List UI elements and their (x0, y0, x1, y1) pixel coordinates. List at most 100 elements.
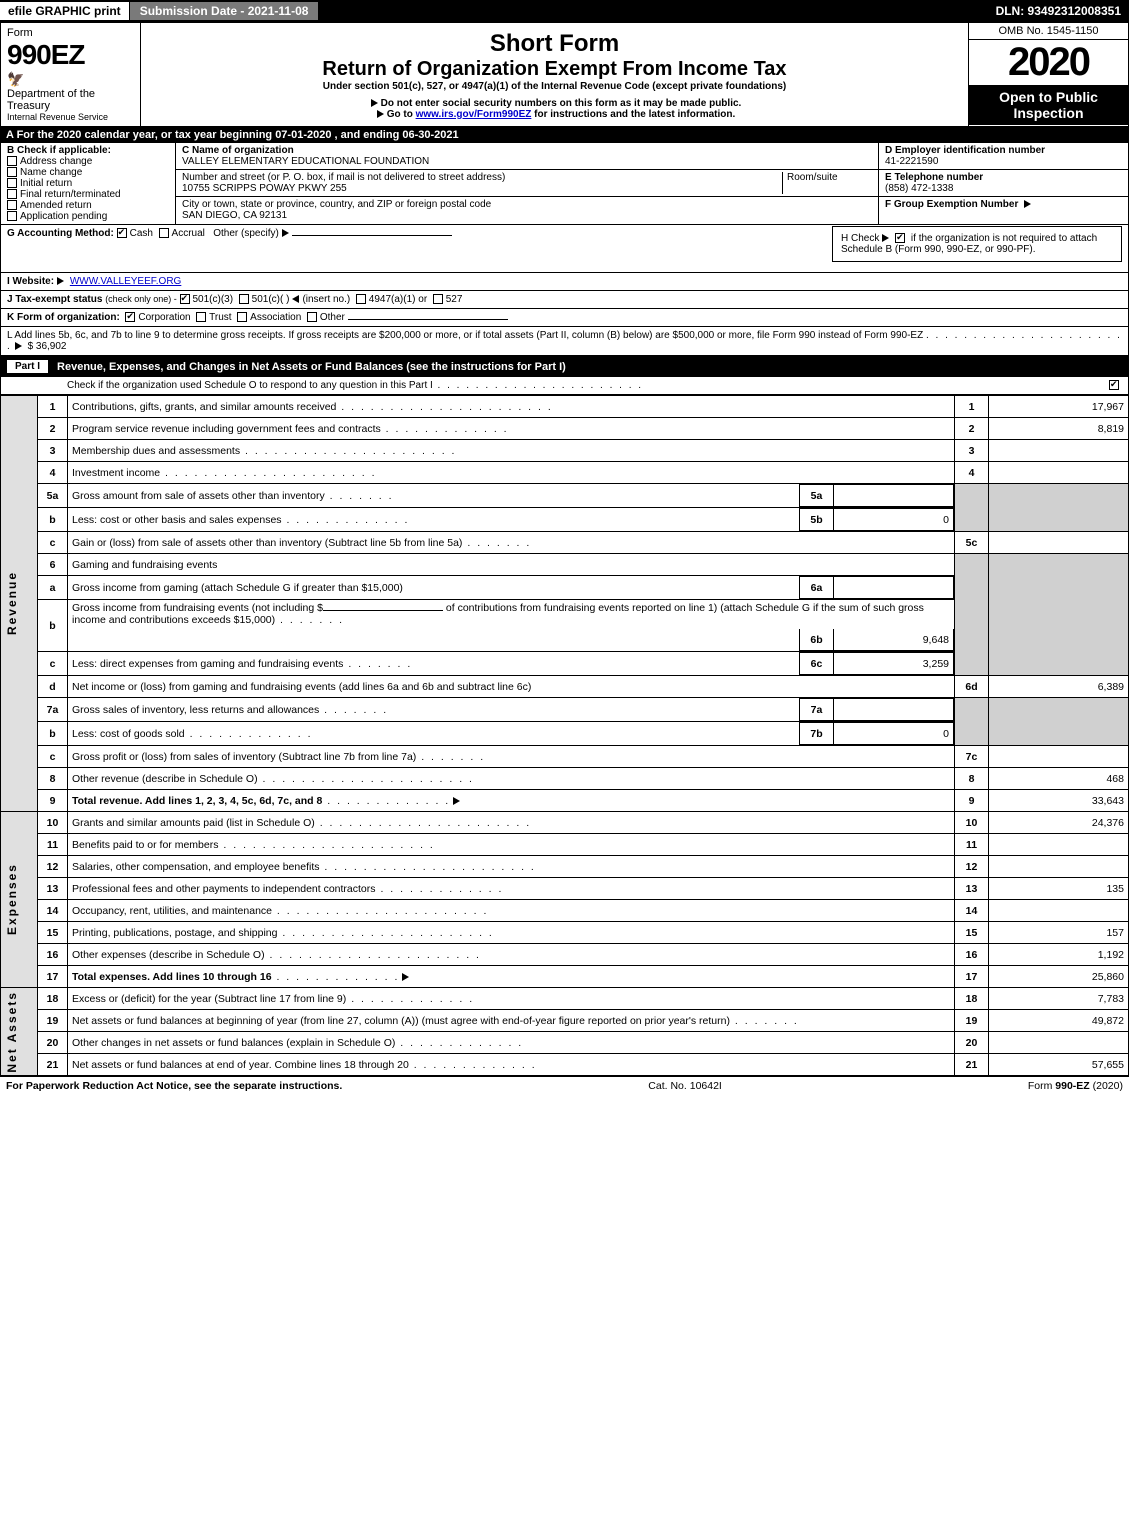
line-1-text: Contributions, gifts, grants, and simila… (68, 396, 955, 418)
j-501c3-check[interactable] (180, 294, 190, 304)
ref-6-shade (955, 554, 989, 676)
k-trust-check[interactable] (196, 312, 206, 322)
form-number: 990EZ (7, 39, 134, 71)
ln-5a: 5a (38, 484, 68, 508)
f-label: F Group Exemption Number (885, 199, 1018, 210)
footer-catno: Cat. No. 10642I (648, 1080, 722, 1092)
ln-21: 21 (38, 1054, 68, 1076)
j-4947: 4947(a)(1) or (369, 294, 427, 305)
amt-17: 25,860 (989, 966, 1129, 988)
ln-3: 3 (38, 440, 68, 462)
chk-name-change[interactable]: Name change (7, 167, 169, 178)
header-left: Form 990EZ 🦅 Department of the Treasury … (1, 23, 141, 126)
form-footer: For Paperwork Reduction Act Notice, see … (0, 1076, 1129, 1095)
line-7b-text: Less: cost of goods sold 7b 0 (68, 722, 955, 746)
ref-7c: 7c (955, 746, 989, 768)
line-5c-text: Gain or (loss) from sale of assets other… (68, 532, 955, 554)
ln-13: 13 (38, 878, 68, 900)
ln-6c: c (38, 652, 68, 676)
line-5b-text: Less: cost or other basis and sales expe… (68, 508, 955, 532)
amt-10: 24,376 (989, 812, 1129, 834)
amt-9: 33,643 (989, 790, 1129, 812)
amt-12 (989, 856, 1129, 878)
line-4-text: Investment income (68, 462, 955, 484)
arrow-icon (1024, 200, 1031, 208)
amt-4 (989, 462, 1129, 484)
section-b-checks: B Check if applicable: Address change Na… (1, 143, 176, 224)
chk-final-return[interactable]: Final return/terminated (7, 189, 169, 200)
j-527-check[interactable] (433, 294, 443, 304)
form-header: Form 990EZ 🦅 Department of the Treasury … (0, 22, 1129, 127)
amt-16: 1,192 (989, 944, 1129, 966)
k-corp-check[interactable] (125, 312, 135, 322)
row-i-website: I Website: WWW.VALLEYEEF.ORG (0, 273, 1129, 291)
chk-application-pending[interactable]: Application pending (7, 211, 169, 222)
j-note: (check only one) - (105, 294, 177, 304)
row-k-form-org: K Form of organization: Corporation Trus… (0, 309, 1129, 327)
k-assoc-check[interactable] (237, 312, 247, 322)
ref-17: 17 (955, 966, 989, 988)
ref-12: 12 (955, 856, 989, 878)
line-9-text: Total revenue. Add lines 1, 2, 3, 4, 5c,… (68, 790, 955, 812)
chk-initial-return[interactable]: Initial return (7, 178, 169, 189)
ln-17: 17 (38, 966, 68, 988)
ln-5c: c (38, 532, 68, 554)
ln-19: 19 (38, 1010, 68, 1032)
irs-label: Internal Revenue Service (7, 112, 134, 122)
line-13-text: Professional fees and other payments to … (68, 878, 955, 900)
k-other-check[interactable] (307, 312, 317, 322)
ref-10: 10 (955, 812, 989, 834)
goto-line: Go to www.irs.gov/Form990EZ for instruct… (147, 109, 962, 120)
ref-19: 19 (955, 1010, 989, 1032)
ln-10: 10 (38, 812, 68, 834)
line-18-text: Excess or (deficit) for the year (Subtra… (68, 988, 955, 1010)
ref-6d: 6d (955, 676, 989, 698)
website-link[interactable]: WWW.VALLEYEEF.ORG (70, 276, 182, 287)
irs-link[interactable]: www.irs.gov/Form990EZ (416, 109, 532, 120)
main-title: Return of Organization Exempt From Incom… (147, 58, 962, 81)
c-label: C Name of organization (182, 145, 872, 156)
k-other: Other (320, 312, 345, 323)
under-section: Under section 501(c), 527, or 4947(a)(1)… (147, 81, 962, 92)
amt-5ab-shade (989, 484, 1129, 532)
amt-6-shade (989, 554, 1129, 676)
j-4947-check[interactable] (356, 294, 366, 304)
line-20-text: Other changes in net assets or fund bala… (68, 1032, 955, 1054)
ref-4: 4 (955, 462, 989, 484)
header-right: OMB No. 1545-1150 2020 Open to Public In… (968, 23, 1128, 126)
chk-address-change[interactable]: Address change (7, 156, 169, 167)
row-l-gross-receipts: L Add lines 5b, 6c, and 7b to line 9 to … (0, 327, 1129, 356)
g-accrual-check[interactable] (159, 228, 169, 238)
line-17-text: Total expenses. Add lines 10 through 16 (68, 966, 955, 988)
j-501c3: 501(c)(3) (193, 294, 234, 305)
h-checkbox[interactable] (895, 233, 905, 243)
ln-2: 2 (38, 418, 68, 440)
l-value: $ 36,902 (28, 341, 67, 352)
part-i-schedule-o-check[interactable] (1109, 380, 1119, 390)
sub-6c: 3,259 (834, 653, 954, 675)
section-d-e-f: D Employer identification number 41-2221… (878, 143, 1128, 224)
ln-7c: c (38, 746, 68, 768)
topbar: efile GRAPHIC print Submission Date - 20… (0, 0, 1129, 22)
line-2-text: Program service revenue including govern… (68, 418, 955, 440)
efile-print[interactable]: efile GRAPHIC print (0, 2, 129, 20)
amt-8: 468 (989, 768, 1129, 790)
org-name: VALLEY ELEMENTARY EDUCATIONAL FOUNDATION (182, 156, 872, 167)
org-address: 10755 SCRIPPS POWAY PKWY 255 (182, 183, 782, 194)
expenses-side-label: Expenses (1, 812, 38, 988)
line-6d-text: Net income or (loss) from gaming and fun… (68, 676, 955, 698)
ref-16: 16 (955, 944, 989, 966)
k-assoc: Association (250, 312, 301, 323)
omb-number: OMB No. 1545-1150 (969, 23, 1128, 40)
amt-14 (989, 900, 1129, 922)
amt-2: 8,819 (989, 418, 1129, 440)
g-cash-check[interactable] (117, 228, 127, 238)
j-527: 527 (446, 294, 463, 305)
chk-amended-return[interactable]: Amended return (7, 200, 169, 211)
ref-21: 21 (955, 1054, 989, 1076)
part-i-header: Part I Revenue, Expenses, and Changes in… (0, 356, 1129, 377)
ln-15: 15 (38, 922, 68, 944)
row-g-h: H Check if the organization is not requi… (0, 225, 1129, 273)
j-501c-check[interactable] (239, 294, 249, 304)
ln-8: 8 (38, 768, 68, 790)
